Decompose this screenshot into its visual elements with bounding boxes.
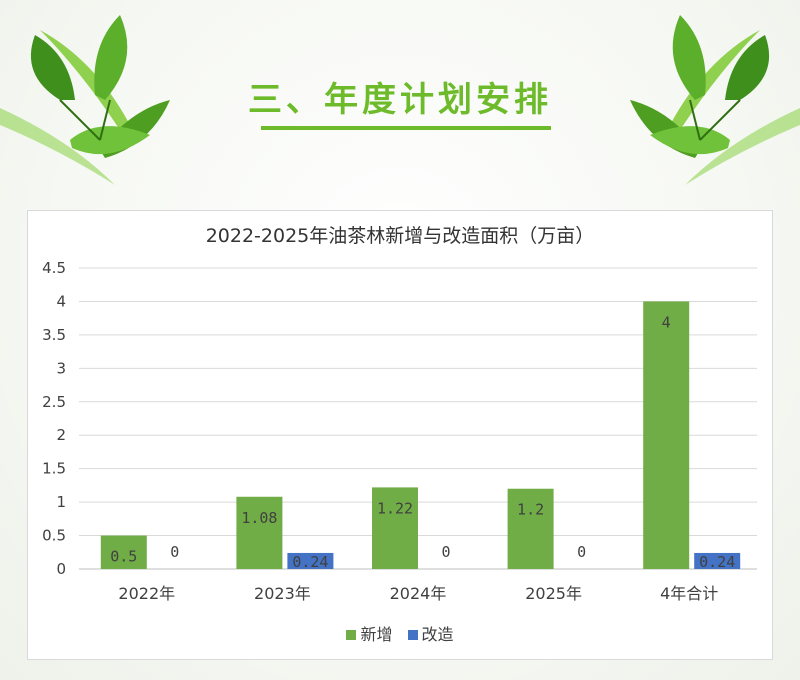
- chart-title: 2022-2025年油茶林新增与改造面积（万亩）: [205, 225, 595, 247]
- y-tick-label: 0: [56, 560, 66, 578]
- bar-chart: 0 0.5 1 1.5 2 2.5 3 3.5 4 4.5 0.5 0 2022年 1.08 0.24 202…: [42, 259, 757, 603]
- data-label-new: 1.22: [377, 499, 413, 517]
- bar-new: [236, 496, 283, 569]
- data-label-reform: 0.24: [699, 553, 735, 571]
- y-tick-label: 2: [56, 426, 66, 444]
- x-tick-label: 2024年: [390, 584, 447, 603]
- bar-new: [507, 488, 554, 569]
- data-label-new: 1.08: [241, 509, 277, 527]
- data-label-reform: 0.24: [292, 553, 328, 571]
- chart-panel: 2022-2025年油茶林新增与改造面积（万亩） 0 0.5 1 1.5 2 2.5 3 3.…: [27, 210, 773, 660]
- y-tick-label: 3: [56, 359, 66, 377]
- leaf-cluster-icon: [0, 15, 170, 185]
- legend-swatch-reform: [407, 630, 418, 640]
- legend-swatch-new: [346, 630, 357, 640]
- y-tick-label: 3.5: [42, 326, 66, 344]
- y-tick-label: 4.5: [42, 259, 66, 277]
- x-tick-label: 2023年: [254, 584, 311, 603]
- legend-item-reform: 改造: [407, 621, 454, 645]
- y-tick-label: 1: [56, 493, 66, 511]
- legend-label-new: 新增: [360, 625, 393, 644]
- y-tick-label: 4: [56, 292, 66, 310]
- y-tick-label: 0.5: [42, 527, 66, 545]
- bar-reform: [287, 552, 334, 569]
- chart-legend: 新增 改造: [28, 621, 772, 645]
- data-label-reform: 0: [170, 543, 179, 561]
- bar-new: [643, 301, 690, 569]
- y-tick-label: 1.5: [42, 460, 66, 478]
- data-label-new: 0.5: [110, 548, 137, 566]
- data-label-reform: 0: [577, 543, 586, 561]
- data-label-new: 4: [662, 313, 671, 331]
- bar-new: [100, 535, 147, 569]
- legend-item-new: 新增: [346, 621, 392, 645]
- x-tick-label: 4年合计: [660, 584, 718, 603]
- legend-label-reform: 改造: [421, 625, 454, 644]
- bar-reform: [694, 552, 741, 569]
- data-label-reform: 0: [441, 543, 450, 561]
- section-title: 三、年度计划安排: [248, 80, 552, 120]
- y-tick-label: 2.5: [42, 393, 66, 411]
- title-underline: [261, 126, 551, 130]
- x-tick-label: 2022年: [118, 584, 175, 603]
- data-label-new: 1.2: [517, 501, 544, 519]
- leaf-cluster-icon: [630, 15, 800, 185]
- bar-new: [372, 487, 418, 569]
- x-tick-label: 2025年: [525, 584, 582, 603]
